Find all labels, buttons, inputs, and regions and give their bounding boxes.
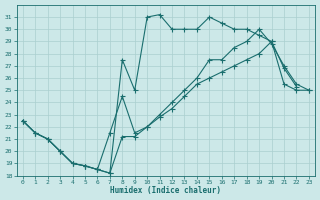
X-axis label: Humidex (Indice chaleur): Humidex (Indice chaleur) bbox=[110, 186, 221, 195]
